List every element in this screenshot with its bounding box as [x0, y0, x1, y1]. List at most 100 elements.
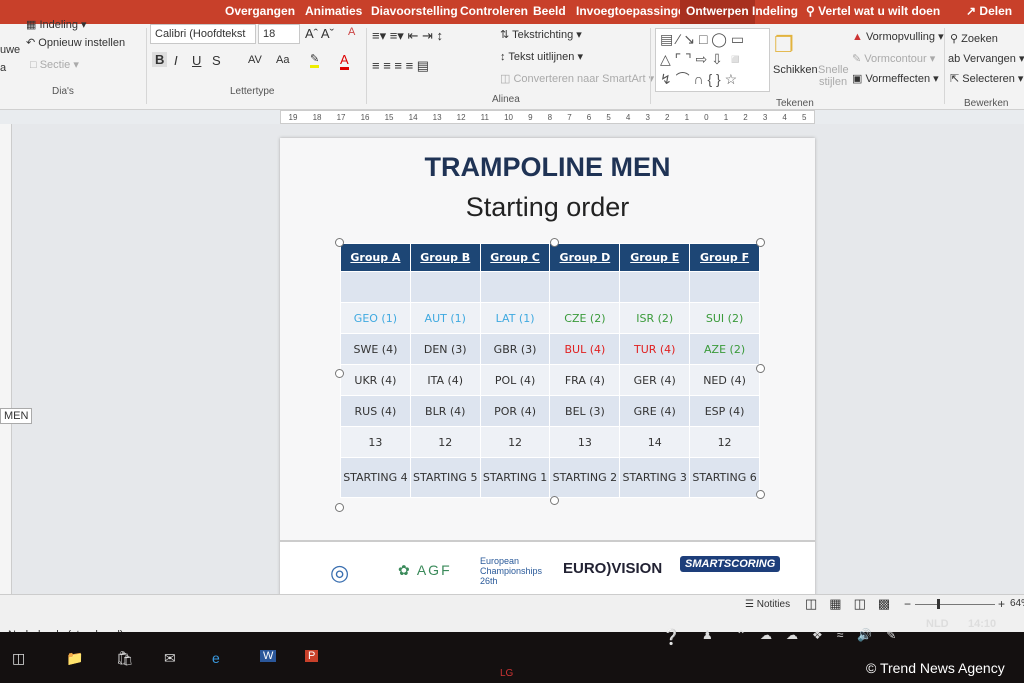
- table-cell[interactable]: CZE (2): [549, 302, 621, 334]
- resize-handle[interactable]: [756, 490, 765, 499]
- italic-button[interactable]: I: [174, 53, 178, 68]
- tab-ontwerpen[interactable]: Ontwerpen: [680, 0, 755, 24]
- tell-me-box[interactable]: ⚲ Vertel wat u wilt doen: [806, 4, 941, 18]
- table-cell[interactable]: FRA (4): [549, 364, 621, 396]
- section-button[interactable]: □ Sectie ▾: [30, 59, 79, 71]
- table-cell[interactable]: DEN (3): [409, 333, 481, 365]
- new-slide-button[interactable]: uwe: [0, 44, 21, 56]
- zoom-level[interactable]: 64%: [1010, 598, 1024, 609]
- layout-button[interactable]: ▦ Indeling ▾: [26, 19, 87, 31]
- table-cell[interactable]: ISR (2): [619, 302, 691, 334]
- shape-outline-button[interactable]: ✎ Vormcontour ▾: [852, 53, 936, 65]
- horizontal-ruler[interactable]: 19 18 17 16 15 14 13 12 11 10 9 8 7 6 5 4 3 2 1 0 1 2 3 4 5: [280, 110, 815, 124]
- align-text-button[interactable]: ↕ Tekst uitlijnen ▾: [500, 51, 583, 63]
- view-buttons[interactable]: ◫▦◫▩: [805, 596, 903, 611]
- shape-fill-button[interactable]: ▲ Vormopvulling ▾: [852, 31, 944, 43]
- table-cell[interactable]: BUL (4): [549, 333, 621, 365]
- table-cell[interactable]: NED (4): [689, 364, 760, 396]
- grow-font-icon[interactable]: Aˆ Aˇ: [305, 26, 334, 41]
- table-cell[interactable]: LAT (1): [479, 302, 551, 334]
- underline-button[interactable]: U: [192, 53, 202, 68]
- bullets-icon[interactable]: ≡▾ ≡▾ ⇤ ⇥ ↕: [372, 28, 443, 43]
- highlight-icon[interactable]: ✎: [310, 52, 320, 68]
- table-cell[interactable]: GRE (4): [619, 395, 691, 427]
- table-cell[interactable]: [619, 271, 691, 303]
- table-cell[interactable]: AZE (2): [689, 333, 760, 365]
- font-color-icon[interactable]: A: [340, 52, 349, 70]
- task-view-icon[interactable]: ◫: [12, 650, 26, 666]
- table-cell[interactable]: [549, 271, 621, 303]
- tab-invoegtoepassingen[interactable]: Invoegtoepassingen: [576, 4, 693, 18]
- resize-handle[interactable]: [335, 238, 344, 247]
- column-header[interactable]: Group D: [549, 243, 621, 272]
- tab-diavoorstelling[interactable]: Diavoorstelling: [371, 4, 458, 18]
- share-button[interactable]: ↗ Delen: [966, 4, 1013, 18]
- zoom-in-button[interactable]: +: [998, 597, 1006, 611]
- powerpoint-icon[interactable]: P: [305, 650, 319, 662]
- shapes-gallery[interactable]: ▤ ∕ ↘ □ ◯ ▭ △ ⌜ ⌝ ⇨ ⇩ ◽ ↯ ⌒ ∩ { } ☆: [655, 28, 770, 92]
- column-header[interactable]: Group E: [619, 243, 691, 272]
- table-cell[interactable]: STARTING 6: [689, 457, 760, 498]
- input-language[interactable]: NLD: [926, 618, 949, 630]
- quick-styles-button[interactable]: Snelle stijlen: [818, 64, 849, 88]
- change-case-button[interactable]: Aa: [276, 54, 290, 66]
- table-cell[interactable]: 13: [340, 426, 411, 458]
- edge-icon[interactable]: e: [212, 650, 220, 666]
- table-cell[interactable]: GEO (1): [340, 302, 411, 334]
- clock[interactable]: 14:10: [968, 618, 997, 630]
- table-cell[interactable]: 14: [619, 426, 691, 458]
- column-header[interactable]: Group F: [689, 243, 760, 272]
- table-cell[interactable]: POR (4): [479, 395, 551, 427]
- slide-subtitle[interactable]: Starting order: [465, 192, 630, 222]
- find-button[interactable]: ⚲ Zoeken: [950, 33, 998, 45]
- table-cell[interactable]: ESP (4): [689, 395, 760, 427]
- font-size-select[interactable]: 18: [258, 24, 300, 44]
- table-cell[interactable]: GER (4): [619, 364, 691, 396]
- new-slide-dropdown[interactable]: a: [0, 62, 7, 74]
- table-cell[interactable]: STARTING 1: [479, 457, 551, 498]
- resize-handle[interactable]: [756, 364, 765, 373]
- column-header[interactable]: Group B: [409, 243, 481, 272]
- tab-overgangen[interactable]: Overgangen: [225, 4, 296, 18]
- arrange-button[interactable]: Schikken: [773, 64, 818, 76]
- tab-animaties[interactable]: Animaties: [305, 4, 363, 18]
- bold-button[interactable]: B: [152, 52, 168, 67]
- shape-effects-button[interactable]: ▣ Vormeffecten ▾: [852, 73, 939, 85]
- table-cell[interactable]: STARTING 4: [340, 457, 411, 498]
- slide-title[interactable]: TRAMPOLINE MEN: [424, 152, 671, 182]
- resize-handle[interactable]: [335, 503, 344, 512]
- table-cell[interactable]: STARTING 5: [409, 457, 481, 498]
- table-cell[interactable]: RUS (4): [340, 395, 411, 427]
- replace-button[interactable]: ab Vervangen ▾: [948, 53, 1024, 65]
- tray-icons[interactable]: ☁☁❖≈🔊✎: [760, 628, 911, 642]
- column-header[interactable]: Group C: [479, 243, 551, 272]
- tab-indeling[interactable]: Indeling: [752, 4, 798, 18]
- table-cell[interactable]: STARTING 2: [549, 457, 621, 498]
- table-cell[interactable]: 12: [409, 426, 481, 458]
- resize-handle[interactable]: [335, 369, 344, 378]
- people-icon[interactable]: ♟: [702, 628, 713, 642]
- table-cell[interactable]: [479, 271, 551, 303]
- reset-button[interactable]: ↶ Opnieuw instellen: [26, 37, 126, 49]
- resize-handle[interactable]: [550, 238, 559, 247]
- resize-handle[interactable]: [756, 238, 765, 247]
- thumbnail-pane[interactable]: [0, 124, 12, 594]
- word-icon[interactable]: W: [260, 650, 277, 662]
- table-cell[interactable]: AUT (1): [409, 302, 481, 334]
- char-spacing-button[interactable]: AV: [248, 54, 262, 66]
- table-cell[interactable]: UKR (4): [340, 364, 411, 396]
- font-name-select[interactable]: Calibri (Hoofdtekst: [150, 24, 256, 44]
- table-cell[interactable]: [689, 271, 760, 303]
- table-cell[interactable]: BLR (4): [409, 395, 481, 427]
- table-cell[interactable]: GBR (3): [479, 333, 551, 365]
- zoom-out-button[interactable]: −: [904, 597, 912, 611]
- slide-thumbnail-label[interactable]: MEN: [0, 408, 33, 424]
- starting-order-table[interactable]: Group A Group B Group C Group D Group E Group…: [340, 243, 760, 498]
- help-icon[interactable]: ❔: [662, 629, 681, 646]
- chevron-up-icon[interactable]: ⌃: [736, 628, 747, 642]
- table-cell[interactable]: POL (4): [479, 364, 551, 396]
- file-explorer-icon[interactable]: 📁: [66, 650, 84, 666]
- column-header[interactable]: Group A: [340, 243, 411, 272]
- notes-button[interactable]: ☰ Notities: [745, 599, 791, 610]
- table-cell[interactable]: [409, 271, 481, 303]
